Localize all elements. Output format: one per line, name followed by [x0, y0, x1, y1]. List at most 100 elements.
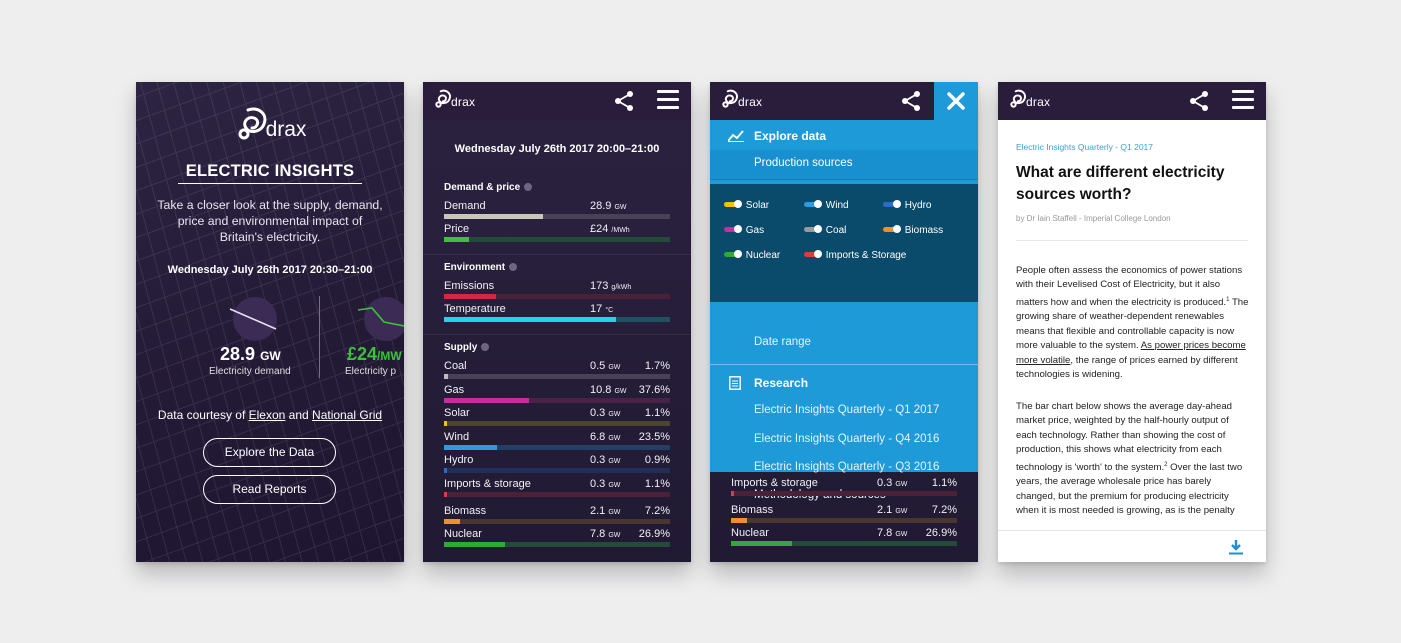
bar-fill	[444, 542, 505, 547]
footnote-ref[interactable]: 1	[1226, 296, 1230, 303]
drax-logo[interactable]: drax	[1008, 88, 1050, 110]
drax-logo[interactable]: drax	[720, 88, 762, 110]
metric-share: 26.9%	[925, 527, 957, 539]
metric-row[interactable]: Biomass 2.1 GW 7.2%	[731, 504, 957, 528]
paragraph-text: , the range of prices earned by differen…	[1016, 354, 1238, 381]
legend-label: Coal	[825, 225, 847, 236]
metric-unit: GW	[895, 481, 908, 488]
metric-row[interactable]: Nuclear 7.8 GW 26.9%	[444, 528, 670, 552]
price-unit: /MW	[377, 349, 402, 363]
metric-unit: GW	[614, 204, 627, 211]
price-value: £24/MW	[347, 344, 402, 365]
metric-value: 0.3 GW	[877, 477, 907, 489]
bar-fill	[444, 421, 447, 426]
price-gauge	[364, 297, 404, 341]
national-grid-link[interactable]: National Grid	[312, 408, 383, 422]
demand-value: 28.9 GW	[220, 344, 281, 365]
article-kicker[interactable]: Electric Insights Quarterly - Q1 2017	[1016, 142, 1154, 152]
menu-link-q3-2016[interactable]: Electric Insights Quarterly - Q3 2016	[754, 461, 940, 473]
info-icon[interactable]	[524, 183, 533, 191]
menu-item-production-sources[interactable]: Production sources	[710, 150, 978, 180]
share-icon[interactable]	[613, 90, 635, 112]
menu-research[interactable]: Research	[754, 376, 809, 390]
drax-logo[interactable]: drax	[136, 104, 404, 144]
drax-logo-text: drax	[738, 95, 763, 109]
legend-imports-storage[interactable]: Imports & Storage	[804, 250, 906, 261]
metric-name: Biomass	[731, 504, 774, 516]
metric-row[interactable]: Biomass 2.1 GW 7.2%	[444, 505, 670, 529]
metric-unit: GW	[608, 482, 621, 489]
nav-menu: Explore data Production sources Solar Wi…	[710, 120, 978, 501]
section-environment: Environment	[444, 262, 518, 273]
legend-solar[interactable]: Solar	[724, 200, 769, 211]
metric-value: 17 °C	[590, 303, 613, 315]
metric-row[interactable]: Coal 0.5 GW 1.7%	[444, 360, 670, 384]
drax-logo-text: drax	[265, 118, 307, 141]
title-underline	[178, 183, 362, 184]
metric-row[interactable]: Gas 10.8 GW 37.6%	[444, 384, 670, 408]
legend-toggle-icon	[804, 200, 822, 208]
menu-icon[interactable]	[1232, 90, 1254, 110]
metric-row[interactable]: Price £24 /MWh	[444, 223, 670, 247]
info-icon[interactable]	[509, 263, 518, 271]
menu-divider	[710, 364, 978, 365]
metric-row[interactable]: Imports & storage 0.3 GW 1.1%	[444, 478, 670, 502]
metric-unit: GW	[608, 364, 621, 371]
metric-unit: GW	[608, 435, 621, 442]
metric-value: 7.8 GW	[877, 527, 907, 539]
footnote-ref[interactable]: 2	[1164, 461, 1168, 468]
legend-nuclear[interactable]: Nuclear	[724, 250, 780, 261]
info-icon[interactable]	[481, 343, 490, 351]
metric-value: 28.9 GW	[590, 200, 627, 212]
price-label: Electricity p	[345, 366, 397, 377]
metric-row[interactable]: Wind 6.8 GW 23.5%	[444, 431, 670, 455]
menu-explore-data[interactable]: Explore data	[754, 129, 827, 143]
legend-biomass[interactable]: Biomass	[883, 225, 943, 236]
metric-name: Biomass	[444, 505, 487, 517]
close-icon	[947, 92, 965, 110]
download-icon[interactable]	[1228, 539, 1244, 555]
demand-trend-line	[229, 308, 277, 330]
drax-logo[interactable]: drax	[433, 88, 475, 110]
share-icon[interactable]	[900, 90, 922, 112]
metric-number: 6.8	[590, 431, 606, 443]
share-icon[interactable]	[1188, 90, 1210, 112]
section-title: Environment	[444, 262, 506, 273]
chart-icon	[728, 130, 744, 142]
metric-name: Nuclear	[444, 528, 482, 540]
legend-label: Wind	[825, 200, 849, 211]
read-reports-button[interactable]: Read Reports	[203, 475, 336, 504]
legend-wind[interactable]: Wind	[804, 200, 849, 211]
metric-share: 23.5%	[638, 431, 670, 443]
legend-toggle-icon	[883, 225, 901, 233]
metric-share: 26.9%	[638, 528, 670, 540]
metric-share: 37.6%	[638, 384, 670, 396]
metric-row[interactable]: Hydro 0.3 GW 0.9%	[444, 454, 670, 478]
article-paragraph: People often assess the economics of pow…	[1016, 264, 1249, 382]
metric-name: Imports & storage	[444, 478, 531, 490]
close-menu-button[interactable]	[934, 82, 978, 120]
menu-item-date-range[interactable]: Date range	[754, 336, 811, 348]
metric-row[interactable]: Emissions 173 g/kWh	[444, 280, 670, 304]
current-period: Wednesday July 26th 2017 20:00–21:00	[454, 143, 660, 155]
legend-coal[interactable]: Coal	[804, 225, 846, 236]
metric-row[interactable]: Demand 28.9 GW	[444, 200, 670, 224]
menu-icon[interactable]	[657, 90, 679, 110]
menu-link-q1-2017[interactable]: Electric Insights Quarterly - Q1 2017	[754, 404, 940, 416]
explore-data-button[interactable]: Explore the Data	[203, 438, 336, 467]
metric-row[interactable]: Temperature 17 °C	[444, 303, 670, 327]
legend-gas[interactable]: Gas	[724, 225, 764, 236]
article-byline: by Dr Iain Staffell - Imperial College L…	[1016, 214, 1171, 223]
metric-share: 1.7%	[644, 360, 670, 372]
volatile-prices-link[interactable]: As power prices become more volatile	[1016, 340, 1246, 366]
metric-row[interactable]: Imports & storage 0.3 GW 1.1%	[731, 477, 957, 501]
legend-hydro[interactable]: Hydro	[883, 200, 931, 211]
bar-track	[444, 374, 670, 379]
elexon-link[interactable]: Elexon	[248, 408, 286, 422]
metric-row[interactable]: Nuclear 7.8 GW 26.9%	[731, 527, 957, 551]
metric-row[interactable]: Solar 0.3 GW 1.1%	[444, 407, 670, 431]
metric-name: Price	[444, 223, 470, 235]
metric-name: Coal	[444, 360, 467, 372]
menu-link-q4-2016[interactable]: Electric Insights Quarterly - Q4 2016	[754, 433, 940, 445]
bar-track	[444, 294, 670, 299]
